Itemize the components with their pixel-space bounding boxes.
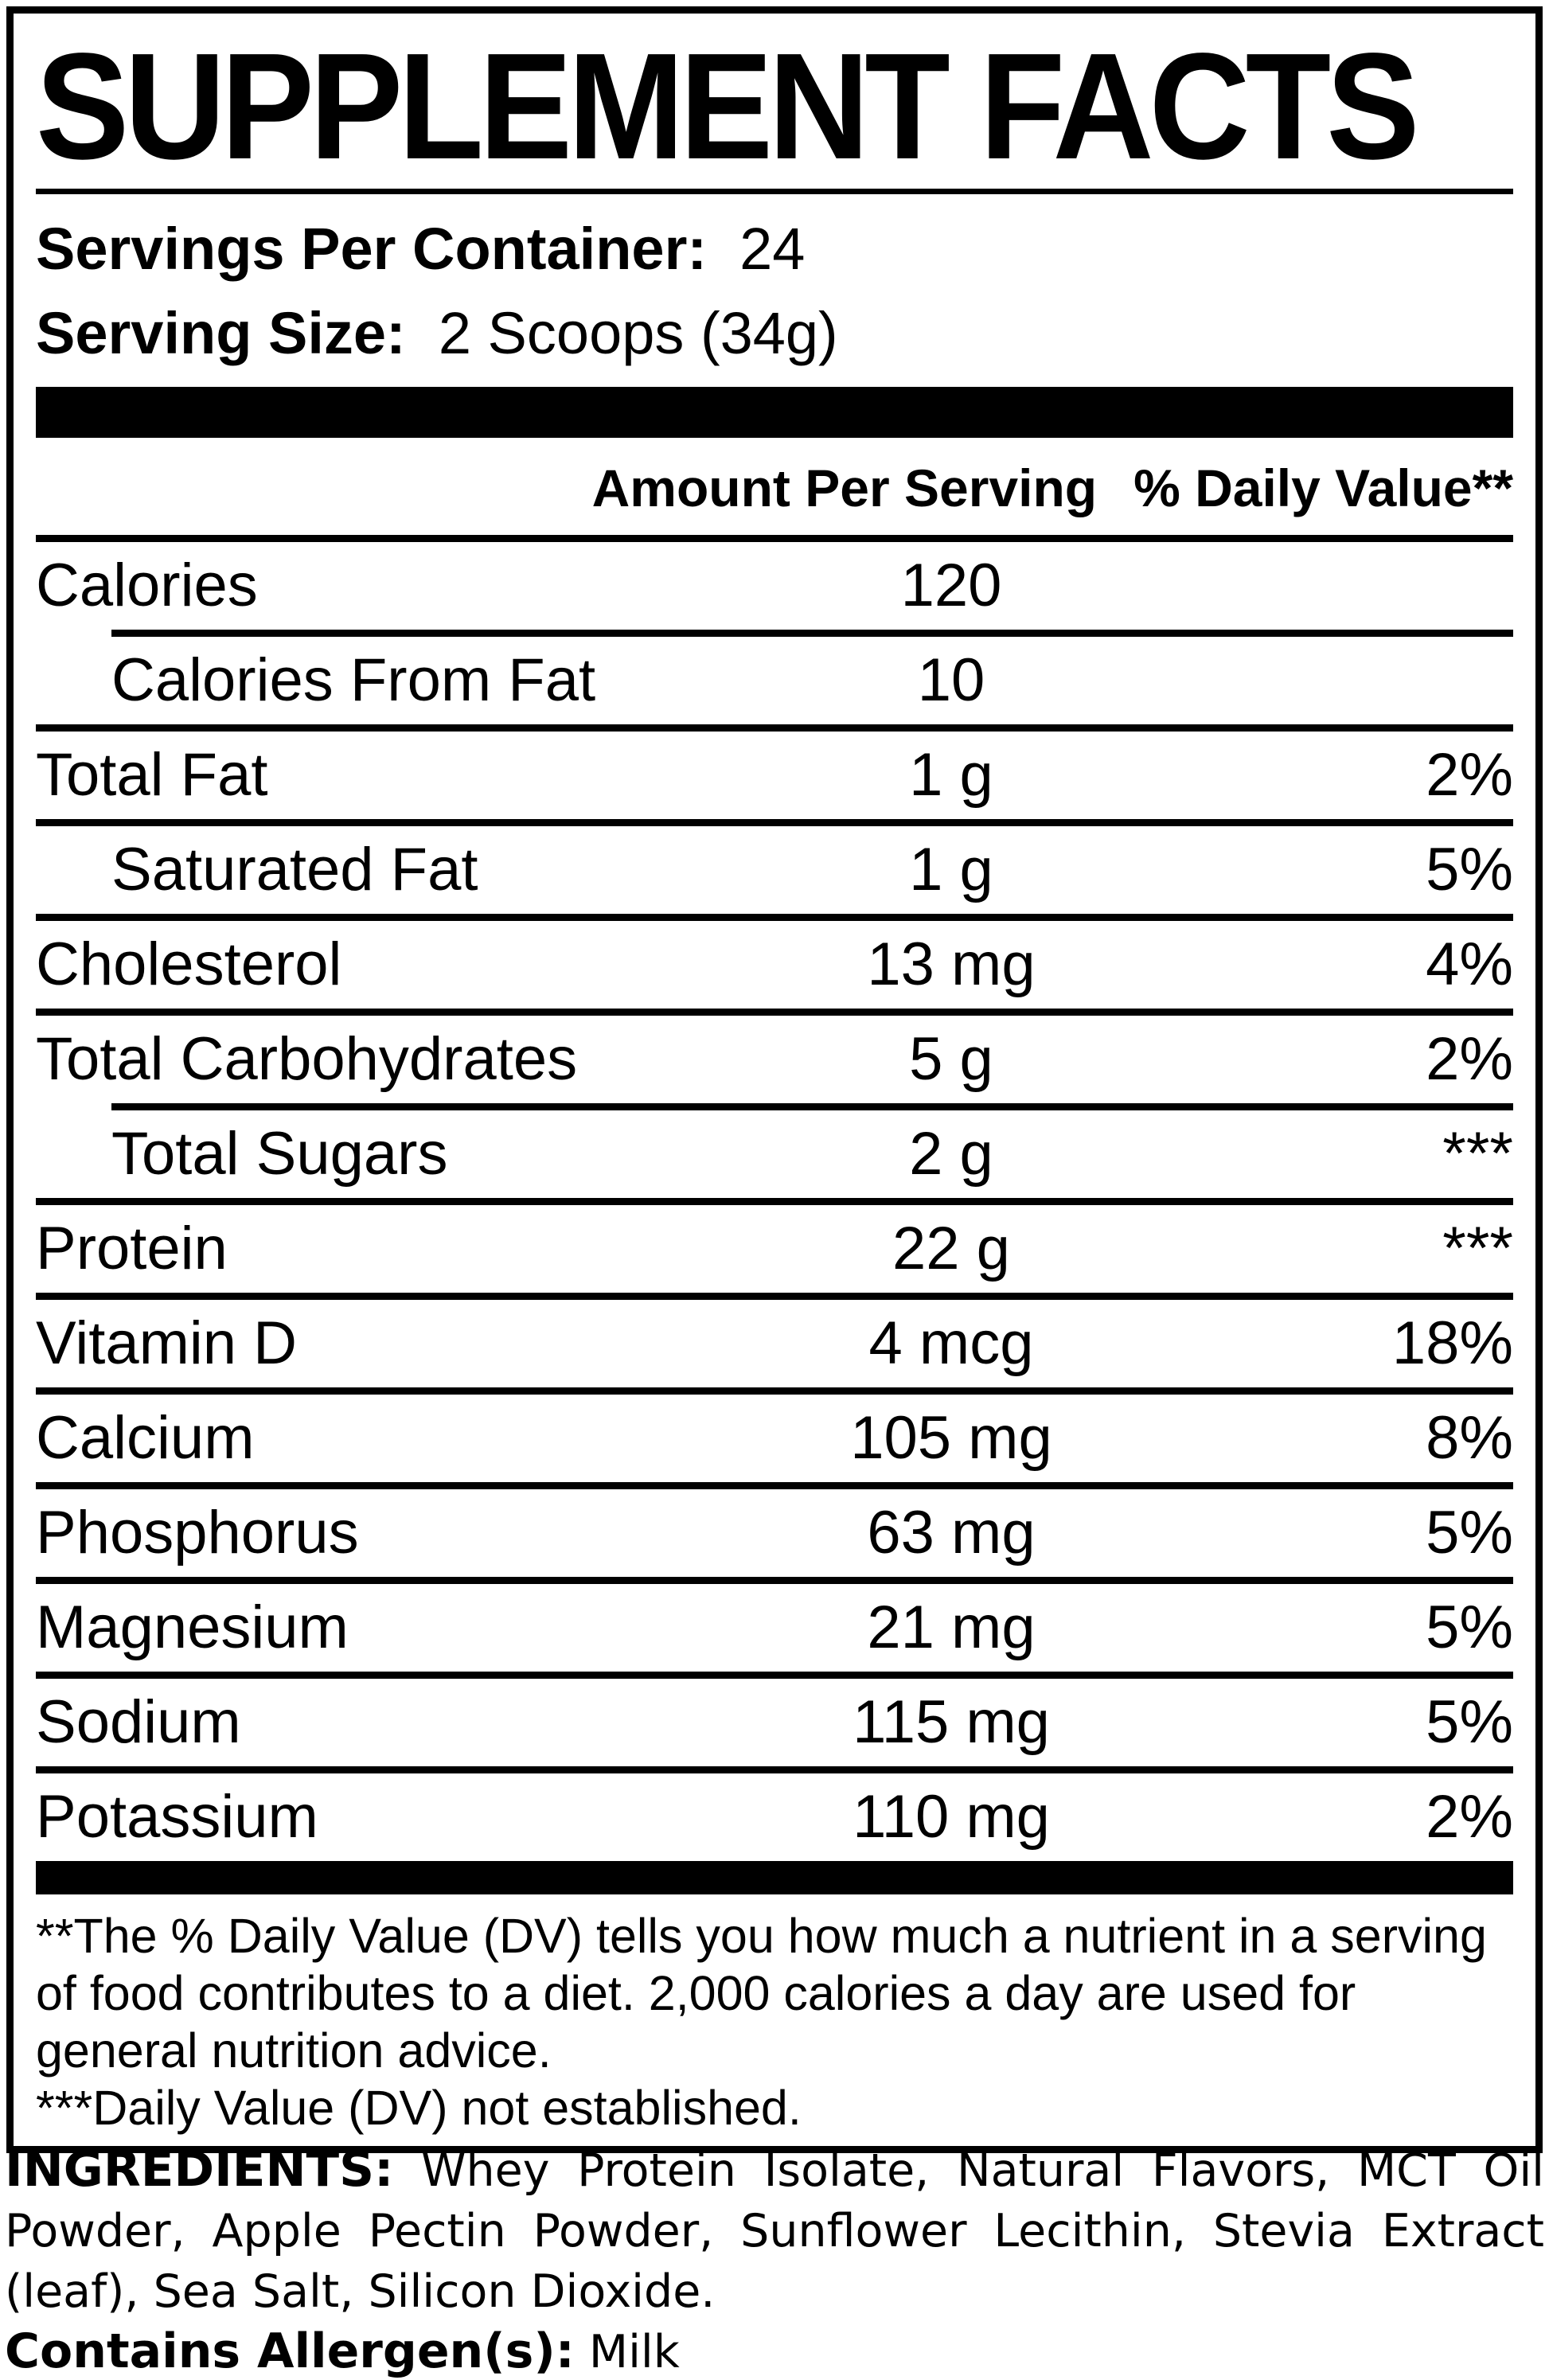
daily-value-footnote: **The % Daily Value (DV) tells you how m… (36, 1909, 1487, 2078)
nutrient-row: Total Sugars 2 g *** (36, 1110, 1513, 1198)
panel-title: SUPPLEMENT FACTS (36, 22, 1420, 191)
serving-size-label: Serving Size: (36, 300, 406, 366)
nutrient-name: Phosphorus (36, 1499, 359, 1567)
nutrient-amount: 10 (917, 646, 985, 714)
nutrient-daily-value: 2% (1426, 741, 1513, 809)
row-separator (36, 724, 1513, 732)
nutrient-row: Saturated Fat 1 g 5% (36, 826, 1513, 914)
nutrient-daily-value: 5% (1426, 1688, 1513, 1756)
nutrient-daily-value: 8% (1426, 1404, 1513, 1472)
row-separator (36, 819, 1513, 826)
row-separator (36, 1482, 1513, 1489)
nutrient-amount: 115 mg (853, 1688, 1050, 1756)
nutrient-name: Total Sugars (111, 1120, 448, 1188)
nutrient-amount: 110 mg (853, 1783, 1050, 1851)
nutrient-row: Total Fat 1 g 2% (36, 732, 1513, 819)
serving-size-value: 2 Scoops (34g) (438, 300, 838, 366)
row-separator (111, 630, 1513, 637)
nutrient-amount: 105 mg (850, 1404, 1052, 1472)
servings-per-container-line: Servings Per Container: 24 (36, 220, 1513, 279)
nutrient-row: Protein 22 g *** (36, 1205, 1513, 1293)
servings-per-container-value: 24 (739, 216, 806, 282)
nutrient-table: Calories 120 Calories From Fat 10 Total … (36, 542, 1513, 1861)
row-separator (36, 1766, 1513, 1773)
row-separator (36, 1009, 1513, 1016)
nutrient-amount: 13 mg (867, 931, 1036, 998)
nutrient-daily-value: 5% (1426, 1499, 1513, 1567)
row-separator (111, 1103, 1513, 1110)
nutrient-daily-value: 5% (1426, 1594, 1513, 1661)
row-separator (36, 1672, 1513, 1679)
supplement-facts-panel: SUPPLEMENT FACTS Servings Per Container:… (6, 6, 1543, 2153)
nutrient-name: Calories (36, 552, 258, 619)
amount-per-serving-header: Amount Per Serving (591, 458, 1098, 517)
allergen-value: Milk (588, 2326, 680, 2378)
nutrient-daily-value: *** (1442, 1120, 1513, 1188)
nutrient-amount: 1 g (909, 741, 993, 809)
nutrient-daily-value: 2% (1426, 1025, 1513, 1093)
nutrient-name: Protein (36, 1215, 228, 1282)
nutrient-amount: 1 g (909, 836, 993, 903)
nutrient-daily-value: 2% (1426, 1783, 1513, 1851)
nutrient-amount: 2 g (909, 1120, 993, 1188)
nutrient-name: Magnesium (36, 1594, 349, 1661)
nutrient-daily-value: *** (1442, 1215, 1513, 1282)
nutrient-row: Vitamin D 4 mcg 18% (36, 1300, 1513, 1387)
serving-size-line: Serving Size: 2 Scoops (34g) (36, 304, 1513, 363)
nutrient-amount: 21 mg (867, 1594, 1036, 1661)
ingredients-label: INGREDIENTS: (5, 2141, 394, 2198)
row-separator (36, 1198, 1513, 1205)
header-separator (36, 535, 1513, 542)
nutrient-row: Cholesterol 13 mg 4% (36, 921, 1513, 1009)
allergen-line: Contains Allergen(s): Milk (5, 2323, 1544, 2380)
row-separator (36, 914, 1513, 921)
nutrient-amount: 22 g (892, 1215, 1010, 1282)
nutrient-name: Calcium (36, 1404, 255, 1472)
section-divider-bar (36, 387, 1513, 438)
nutrient-name: Total Fat (36, 741, 268, 809)
nutrient-name: Calories From Fat (111, 646, 596, 714)
nutrient-daily-value: 5% (1426, 836, 1513, 903)
nutrient-name: Vitamin D (36, 1309, 298, 1377)
nutrient-name: Saturated Fat (111, 836, 478, 903)
nutrient-amount: 5 g (909, 1025, 993, 1093)
footnotes: **The % Daily Value (DV) tells you how m… (36, 1907, 1513, 2136)
nutrient-daily-value: 18% (1391, 1309, 1513, 1377)
nutrient-row: Calcium 105 mg 8% (36, 1395, 1513, 1482)
nutrient-row: Calories From Fat 10 (36, 637, 1513, 724)
nutrient-name: Cholesterol (36, 931, 342, 998)
nutrient-name: Potassium (36, 1783, 318, 1851)
nutrient-name: Total Carbohydrates (36, 1025, 578, 1093)
servings-per-container-label: Servings Per Container: (36, 216, 708, 282)
nutrient-daily-value: 4% (1426, 931, 1513, 998)
nutrient-name: Sodium (36, 1688, 241, 1756)
nutrient-row: Total Carbohydrates 5 g 2% (36, 1016, 1513, 1103)
nutrient-row: Phosphorus 63 mg 5% (36, 1489, 1513, 1577)
title-divider (36, 189, 1513, 194)
daily-value-header: % Daily Value** (1133, 458, 1513, 517)
nutrient-row: Magnesium 21 mg 5% (36, 1584, 1513, 1672)
nutrient-amount: 120 (900, 552, 1002, 619)
nutrient-amount: 63 mg (867, 1499, 1036, 1567)
row-separator (36, 1387, 1513, 1395)
row-separator (36, 1293, 1513, 1300)
ingredients-section: INGREDIENTS: Whey Protein Isolate, Natur… (5, 2140, 1544, 2380)
allergen-label: Contains Allergen(s): (5, 2323, 575, 2379)
ingredients-text: Whey Protein Isolate, Natural Flavors, M… (5, 2144, 1544, 2318)
row-separator (36, 1577, 1513, 1584)
nutrient-amount: 4 mcg (868, 1309, 1034, 1377)
nutrient-row: Potassium 110 mg 2% (36, 1773, 1513, 1861)
not-established-footnote: ***Daily Value (DV) not established. (36, 2081, 802, 2135)
nutrient-row: Calories 120 (36, 542, 1513, 630)
table-bottom-bar (36, 1861, 1513, 1894)
table-column-headers: Amount Per Serving % Daily Value** (36, 462, 1513, 514)
nutrient-row: Sodium 115 mg 5% (36, 1679, 1513, 1766)
